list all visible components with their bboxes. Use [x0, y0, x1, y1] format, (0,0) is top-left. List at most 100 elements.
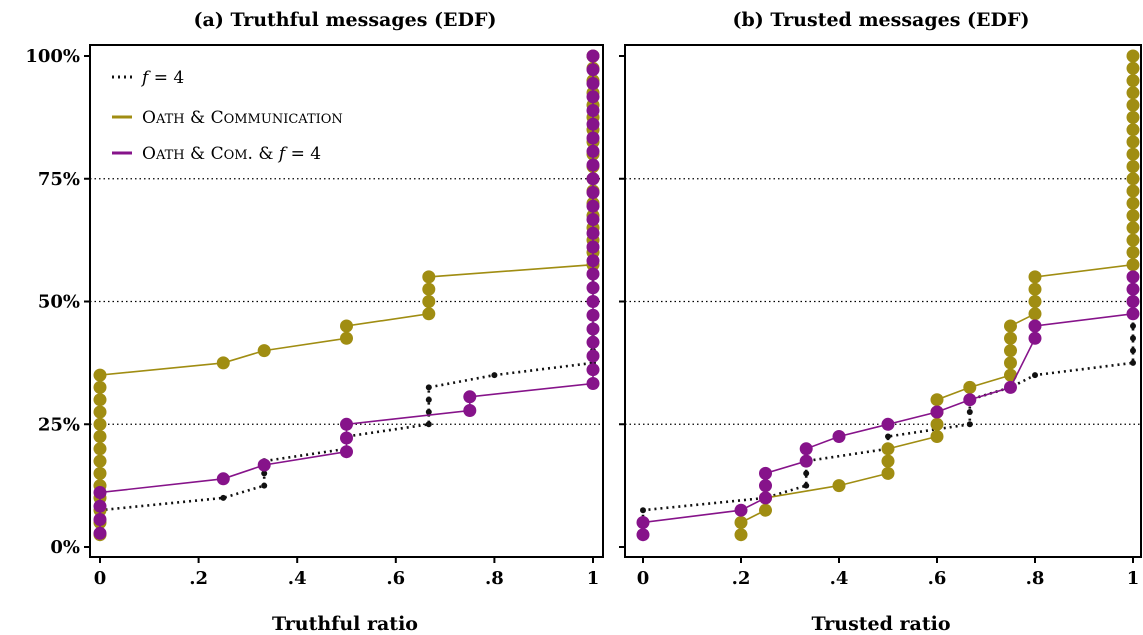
point-oath_comm-16 — [1004, 331, 1017, 345]
point-oath_comm-11 — [93, 393, 107, 407]
point-oath_com_f4-15 — [586, 322, 600, 336]
point-oath_com_f4-24 — [586, 199, 600, 213]
point-oath_com_f4-3 — [759, 491, 772, 505]
point-f4-4 — [803, 482, 810, 489]
point-oath_com_f4-8 — [340, 417, 353, 431]
point-oath_comm-31 — [1126, 147, 1140, 161]
point-oath_comm-4 — [832, 479, 846, 493]
y-tick-label: 100% — [25, 46, 80, 67]
series-line-f4 — [98, 56, 595, 535]
x-tick-label: .4 — [830, 568, 849, 589]
point-oath_comm-18 — [1028, 307, 1042, 321]
plot-area-a: 0 .2 .4 .6 .8 1 0% 25% 50% 75% 100% — [25, 44, 604, 589]
point-oath_com_f4-1 — [636, 516, 650, 529]
point-oath_comm-34 — [1126, 110, 1140, 124]
point-oath_com_f4-5 — [759, 466, 772, 480]
point-oath_comm-7 — [881, 442, 895, 456]
point-oath_com_f4-16 — [586, 308, 600, 322]
point-oath_comm-29 — [1126, 172, 1140, 186]
point-oath_com_f4-11 — [963, 393, 977, 407]
point-oath_com_f4-26 — [586, 172, 600, 186]
point-oath_comm-26 — [1126, 209, 1140, 223]
point-oath_comm-38 — [1126, 61, 1140, 75]
panel-b: (b) Trusted messages (EDF) Trusted ratio — [733, 9, 1030, 635]
x-tick-label: .8 — [485, 568, 504, 589]
point-oath_comm-30 — [1126, 160, 1140, 173]
point-oath_com_f4-34 — [586, 63, 600, 77]
y-tick-label: 25% — [38, 414, 80, 435]
point-oath_com_f4-0 — [636, 528, 650, 542]
point-oath_com_f4-9 — [463, 404, 477, 417]
point-oath_comm-6 — [881, 454, 895, 468]
point-oath_comm-1 — [734, 516, 748, 529]
y-tick-label: 50% — [38, 292, 80, 313]
point-oath_com_f4-25 — [586, 186, 600, 199]
point-f4-4 — [261, 482, 268, 489]
point-oath_comm-11 — [930, 393, 944, 407]
point-oath_comm-6 — [93, 454, 107, 468]
point-oath_com_f4-8 — [832, 430, 846, 443]
point-oath_com_f4-13 — [1028, 331, 1042, 345]
x-tick-label: 0 — [637, 568, 650, 589]
point-oath_comm-5 — [93, 466, 107, 480]
point-oath_comm-13 — [1004, 368, 1017, 382]
y-tick-label: 75% — [38, 169, 80, 190]
legend-f4-label: f = 4 — [140, 68, 184, 88]
point-oath_com_f4-17 — [1126, 282, 1140, 296]
point-oath_com_f4-20 — [586, 254, 600, 268]
point-oath_com_f4-16 — [1126, 295, 1140, 308]
point-oath_comm-12 — [93, 380, 107, 394]
point-oath_comm-17 — [1004, 319, 1017, 333]
point-oath_comm-33 — [1126, 123, 1140, 137]
point-oath_com_f4-35 — [586, 49, 600, 63]
point-oath_comm-19 — [422, 295, 436, 308]
point-oath_com_f4-9 — [881, 417, 895, 431]
point-oath_com_f4-6 — [799, 454, 813, 468]
point-oath_comm-20 — [1028, 282, 1042, 296]
point-oath_comm-36 — [1126, 86, 1140, 100]
point-oath_com_f4-23 — [586, 213, 600, 226]
point-oath_comm-17 — [340, 319, 353, 333]
point-oath_com_f4-18 — [1126, 270, 1140, 284]
x-tick-label: .2 — [189, 568, 208, 589]
x-tick-label: .2 — [732, 568, 751, 589]
point-oath_comm-8 — [93, 430, 107, 443]
point-oath_com_f4-1 — [93, 513, 107, 526]
point-oath_com_f4-12 — [1004, 380, 1017, 394]
panel-a-x-axis-label: Truthful ratio — [272, 613, 418, 635]
legend-oath-com-f4-label: OATH & COM. & f = 4 — [142, 144, 321, 164]
point-oath_comm-37 — [1126, 74, 1140, 88]
point-oath_com_f4-4 — [759, 479, 772, 493]
point-oath_comm-15 — [257, 344, 271, 358]
point-oath_com_f4-31 — [586, 104, 600, 117]
point-oath_com_f4-21 — [586, 240, 600, 254]
point-oath_comm-7 — [93, 442, 107, 456]
point-oath_comm-5 — [881, 466, 895, 480]
point-oath_com_f4-14 — [586, 335, 600, 349]
series-line-oath_com_f4 — [99, 56, 594, 534]
y-tick-label: 0% — [50, 537, 80, 558]
point-oath_com_f4-7 — [799, 442, 813, 456]
point-f4-17 — [1130, 323, 1136, 329]
point-oath_com_f4-18 — [586, 281, 600, 295]
point-oath_comm-21 — [1028, 270, 1042, 284]
point-oath_com_f4-4 — [216, 472, 230, 486]
point-oath_com_f4-0 — [93, 526, 107, 540]
panel-a-title: (a) Truthful messages (EDF) — [194, 9, 497, 31]
point-f4-14 — [1130, 359, 1136, 366]
point-oath_comm-21 — [422, 270, 436, 284]
x-tick-label: 1 — [1127, 568, 1140, 589]
point-oath_comm-10 — [93, 405, 107, 419]
point-oath_com_f4-19 — [586, 267, 600, 281]
point-oath_comm-9 — [930, 417, 944, 431]
panel-b-x-axis-label: Trusted ratio — [811, 613, 950, 635]
point-f4-10 — [966, 409, 973, 415]
point-oath_comm-8 — [930, 430, 944, 443]
point-oath_comm-25 — [1126, 221, 1140, 235]
point-oath_com_f4-6 — [340, 445, 353, 459]
point-oath_comm-14 — [1004, 356, 1017, 370]
point-oath_com_f4-30 — [586, 117, 600, 131]
point-oath_com_f4-10 — [930, 405, 944, 419]
point-oath_com_f4-33 — [586, 77, 600, 90]
